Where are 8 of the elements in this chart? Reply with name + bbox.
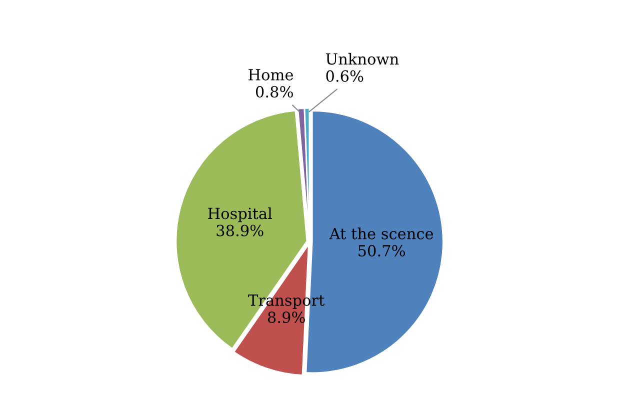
slice-label: Hospital (208, 207, 272, 222)
data-label: 0.6% (326, 70, 364, 82)
slice-label: Home (248, 69, 294, 80)
data-label: 38.9% (216, 224, 264, 236)
slice-label: At the scence (329, 228, 434, 240)
data-label: 0.8% (256, 86, 293, 98)
data-label: 50.7% (358, 244, 405, 256)
slice-label: Unknown (326, 52, 399, 65)
